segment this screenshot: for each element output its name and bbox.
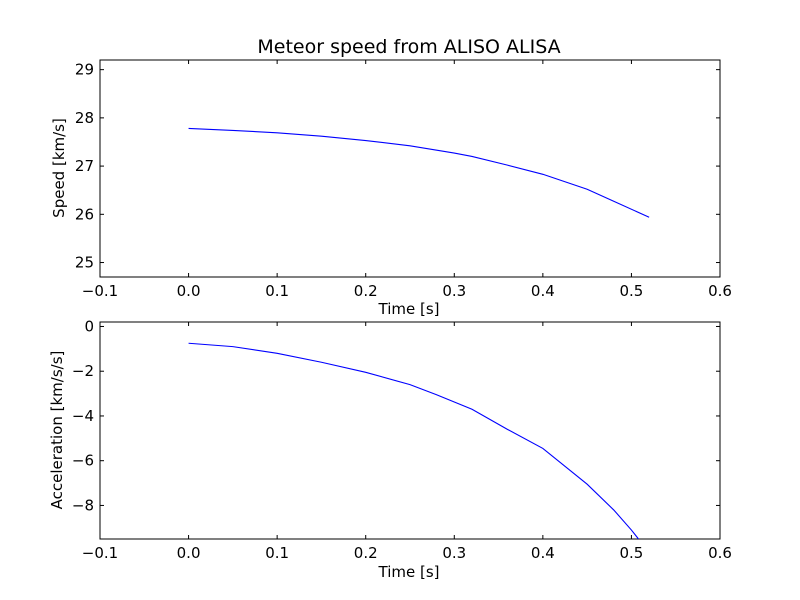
acceleration-y-tick-label: −2 [72,362,94,380]
speed-axes-frame [99,59,721,278]
acceleration-x-tick-label: 0.3 [442,544,466,562]
acceleration-y-tick-label: −4 [72,407,94,425]
acceleration-series-line [188,342,640,539]
acceleration-x-tick-label: 0.4 [531,544,555,562]
acceleration-y-tick-label: −6 [72,452,94,470]
speed-y-tick-label: 28 [75,109,94,127]
speed-series-line [188,127,650,218]
acceleration-y-axis-label: Acceleration [km/s/s] [48,351,66,510]
speed-x-tick-label: 0.1 [265,282,289,300]
speed-x-tick-label: 0.4 [531,282,555,300]
acceleration-x-tick-label: 0.1 [265,544,289,562]
acceleration-axes-frame [99,321,721,540]
chart-title: Meteor speed from ALISO ALISA [257,36,560,58]
speed-x-axis-label: Time [s] [378,300,440,318]
speed-x-tick-label: 0.6 [708,282,732,300]
acceleration-x-tick-label: 0.6 [708,544,732,562]
speed-y-tick-label: 27 [75,157,94,175]
acceleration-plot: −0.1 0.0 0.1 0.2 0.3 0.4 0.5 0.6 −8 −6 −4 −2 0 [72,317,732,562]
speed-y-tick-label: 29 [75,61,94,79]
speed-y-tick-label: 25 [75,254,94,272]
acceleration-y-tick-label: 0 [84,317,94,335]
speed-y-axis-label: Speed [km/s] [50,118,68,218]
speed-x-tick-label: 0.3 [442,282,466,300]
speed-x-tick-label: −0.1 [82,282,118,300]
acceleration-y-tick-label: −8 [72,496,94,514]
acceleration-x-tick-label: 0.0 [177,544,201,562]
acceleration-x-axis-label: Time [s] [378,563,440,581]
speed-x-tick-label: 0.0 [177,282,201,300]
speed-x-tick-label: 0.2 [354,282,378,300]
acceleration-x-tick-label: −0.1 [82,544,118,562]
speed-plot: −0.1 0.0 0.1 0.2 0.3 0.4 0.5 0.6 25 26 27 28 29 [75,59,732,300]
acceleration-x-tick-label: 0.5 [619,544,643,562]
speed-y-tick-label: 26 [75,205,94,223]
speed-x-tick-label: 0.5 [619,282,643,300]
acceleration-x-tick-label: 0.2 [354,544,378,562]
